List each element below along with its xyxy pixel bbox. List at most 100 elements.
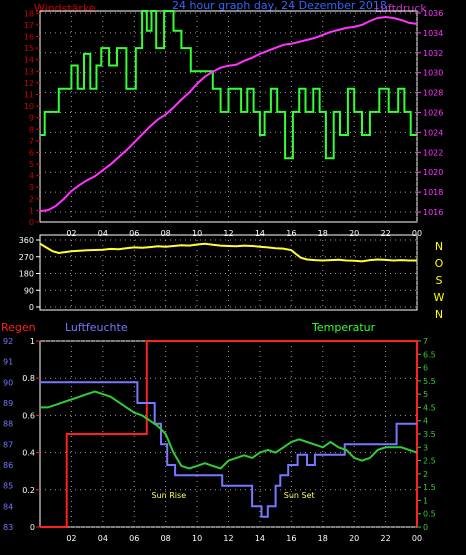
time-tick-label: 16	[286, 534, 296, 543]
humidity-tick-label: 92	[3, 337, 13, 346]
time-tick-label: 10	[192, 229, 202, 238]
pressure-tick-label: 1024	[423, 128, 443, 137]
time-tick-label: 02	[66, 534, 76, 543]
time-tick-label: 04	[98, 229, 108, 238]
pressure-label: Luftdruck	[375, 2, 427, 15]
time-tick-label: 08	[161, 229, 171, 238]
direction-tick-label: 0	[29, 303, 34, 312]
rain-tick-label: 0.8	[22, 374, 35, 383]
humidity-tick-label: 84	[3, 502, 13, 511]
wind-direction-line	[39, 242, 417, 263]
pressure-tick-label: 1020	[423, 168, 443, 177]
wind-direction-axis: 0 90 180 270 360	[19, 236, 40, 312]
temperature-tick-label: 4	[423, 417, 428, 426]
temperature-label: Temperatur	[311, 321, 376, 334]
time-tick-label: 00	[412, 534, 422, 543]
time-tick-label: 14	[255, 229, 265, 238]
time-tick-label: 12	[223, 229, 233, 238]
pressure-tick-label: 1016	[423, 208, 443, 217]
wind-speed-tick-label: 14	[24, 56, 34, 65]
time-tick-label: 18	[318, 229, 328, 238]
time-tick-label: 22	[380, 534, 390, 543]
wind-speed-tick-label: 9	[29, 114, 34, 123]
time-tick-label: 22	[380, 229, 390, 238]
temperature-tick-label: 0	[423, 523, 428, 532]
pressure-tick-label: 1028	[423, 89, 443, 98]
temperature-tick-label: 6.5	[423, 350, 436, 359]
rain-humidity-temperature-time-axis: 02 04 06 08 10 12 14 16 18 20 22 00	[66, 534, 422, 543]
time-tick-label: 02	[66, 229, 76, 238]
compass-label: N	[435, 240, 443, 253]
pressure-tick-label: 1026	[423, 109, 443, 118]
humidity-tick-label: 83	[3, 523, 13, 532]
time-tick-label: 00	[412, 229, 422, 238]
chart-title: 24 hour graph day, 24 Dezember 2018	[172, 0, 387, 12]
wind-speed-tick-label: 6	[29, 148, 34, 157]
time-tick-label: 18	[318, 534, 328, 543]
wind-speed-tick-label: 17	[24, 21, 34, 30]
time-tick-label: 04	[98, 534, 108, 543]
time-tick-label: 20	[349, 229, 359, 238]
pressure-tick-label: 1036	[423, 9, 443, 18]
temperature-tick-label: 3	[423, 443, 428, 452]
pressure-line	[39, 15, 418, 213]
compass-label: N	[435, 308, 443, 321]
direction-tick-label: 90	[24, 286, 34, 295]
pressure-axis: 1016 1018 1020 1022 1024 1026 1028 1030 1032 1034…	[417, 9, 443, 217]
humidity-tick-label: 87	[3, 440, 13, 449]
temperature-tick-label: 2.5	[423, 457, 436, 466]
wind-speed-tick-label: 15	[24, 44, 34, 53]
time-tick-label: 14	[255, 534, 265, 543]
wind-pressure-panel: Windstärke 24 hour graph day, 24 Dezembe…	[24, 0, 444, 238]
direction-tick-label: 270	[19, 253, 34, 262]
pressure-tick-label: 1030	[423, 69, 443, 78]
compass-label: W	[434, 291, 445, 304]
wind-speed-label: Windstärke	[34, 2, 96, 15]
rain-axis: 0 0.2 0.4 0.6 0.8 1	[22, 337, 40, 532]
rain-tick-label: 0	[30, 523, 35, 532]
compass-label: O	[435, 257, 444, 270]
pressure-tick-label: 1034	[423, 29, 443, 38]
rain-line	[40, 340, 418, 528]
humidity-tick-label: 88	[3, 420, 13, 429]
temperature-tick-label: 1.5	[423, 483, 436, 492]
time-tick-label: 12	[223, 534, 233, 543]
wind-speed-tick-label: 1	[29, 206, 34, 215]
direction-tick-label: 180	[19, 270, 34, 279]
wind-speed-tick-label: 16	[24, 33, 34, 42]
temperature-tick-label: 5.5	[423, 377, 436, 386]
rain-humidity-temperature-series	[40, 340, 418, 528]
time-tick-label: 20	[349, 534, 359, 543]
humidity-tick-label: 90	[3, 378, 13, 387]
wind-speed-tick-label: 11	[24, 90, 34, 99]
pressure-tick-label: 1018	[423, 188, 443, 197]
temperature-tick-label: 4.5	[423, 403, 436, 412]
rain-humidity-temperature-panel: Regen Luftfeuchte Temperatur 83848586878…	[1, 321, 436, 543]
wind-speed-tick-label: 2	[29, 195, 34, 204]
time-tick-label: 10	[192, 534, 202, 543]
time-tick-label: 06	[129, 229, 139, 238]
temperature-tick-label: 3.5	[423, 430, 436, 439]
wind-speed-tick-label: 10	[24, 102, 34, 111]
sun-event-label: Sun Rise	[151, 491, 186, 500]
humidity-line	[40, 381, 417, 518]
wind-speed-tick-label: 8	[29, 125, 34, 134]
wind-speed-tick-label: 13	[24, 67, 34, 76]
wind-direction-series	[39, 242, 417, 263]
rain-tick-label: 0.4	[22, 449, 35, 458]
rain-label: Regen	[1, 321, 36, 334]
time-tick-label: 06	[129, 534, 139, 543]
rain-tick-label: 1	[30, 337, 35, 346]
temperature-tick-label: 2	[423, 470, 428, 479]
temperature-line	[40, 390, 418, 470]
wind-pressure-series	[39, 10, 418, 213]
wind-speed-tick-label: 12	[24, 79, 34, 88]
humidity-tick-label: 91	[3, 358, 13, 367]
humidity-label: Luftfeuchte	[65, 321, 128, 334]
time-tick-label: 08	[161, 534, 171, 543]
temperature-tick-label: 6	[423, 364, 428, 373]
wind-speed-line	[40, 10, 417, 160]
